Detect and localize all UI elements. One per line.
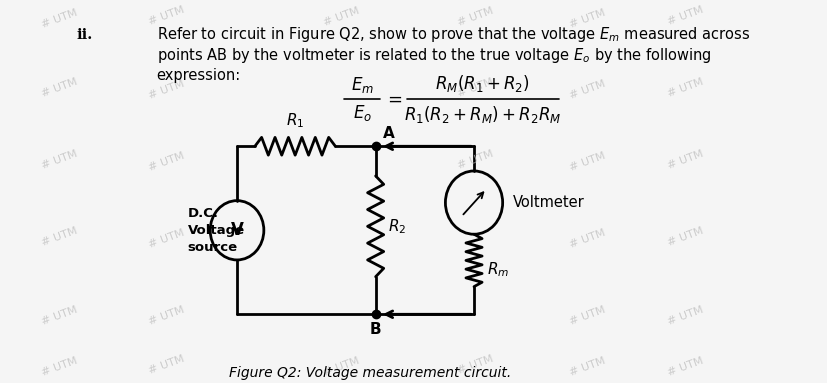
Text: # UTM: # UTM [322,356,360,378]
Text: # UTM: # UTM [456,148,494,170]
Text: # UTM: # UTM [666,148,704,170]
Text: $R_m$: $R_m$ [486,260,508,279]
Text: B: B [370,322,381,337]
Text: D.C.
Voltage
source: D.C. Voltage source [188,207,245,254]
Text: # UTM: # UTM [147,228,186,249]
Text: V: V [230,221,243,239]
Text: points AB by the voltmeter is related to the true voltage $E_o$ by the following: points AB by the voltmeter is related to… [156,46,710,65]
Text: # UTM: # UTM [41,77,79,99]
Text: # UTM: # UTM [456,354,494,376]
Text: # UTM: # UTM [456,77,494,99]
Text: # UTM: # UTM [567,304,605,327]
Text: expression:: expression: [156,68,241,83]
Text: # UTM: # UTM [567,150,605,172]
Text: $R_1(R_2 + R_M) + R_2R_M$: $R_1(R_2 + R_M) + R_2R_M$ [404,104,561,125]
Text: ii.: ii. [77,28,93,42]
Text: # UTM: # UTM [41,148,79,170]
Text: # UTM: # UTM [41,8,79,30]
Text: # UTM: # UTM [456,6,494,28]
Text: # UTM: # UTM [41,304,79,327]
Text: $R_1$: $R_1$ [285,112,304,131]
Text: # UTM: # UTM [666,304,704,327]
Text: # UTM: # UTM [666,77,704,99]
Text: $E_m$: $E_m$ [351,75,373,95]
Text: # UTM: # UTM [567,228,605,249]
Text: # UTM: # UTM [567,8,605,30]
Text: # UTM: # UTM [147,304,186,327]
Text: # UTM: # UTM [147,79,186,101]
Text: # UTM: # UTM [567,79,605,101]
Text: Voltmeter: Voltmeter [512,195,584,210]
Text: A: A [382,126,394,141]
Text: # UTM: # UTM [322,6,360,28]
Text: # UTM: # UTM [147,150,186,172]
Text: # UTM: # UTM [666,356,704,378]
Text: # UTM: # UTM [666,5,704,27]
Text: Figure Q2: Voltage measurement circuit.: Figure Q2: Voltage measurement circuit. [229,366,511,380]
Text: # UTM: # UTM [666,225,704,247]
Text: $E_o$: $E_o$ [352,103,371,123]
Text: # UTM: # UTM [147,5,186,27]
Text: # UTM: # UTM [567,356,605,378]
Text: # UTM: # UTM [147,354,186,376]
Text: $R_2$: $R_2$ [388,217,406,236]
Text: Refer to circuit in Figure Q2, show to prove that the voltage $E_m$ measured acr: Refer to circuit in Figure Q2, show to p… [156,25,749,44]
Text: $=$: $=$ [384,90,403,108]
Text: # UTM: # UTM [41,356,79,378]
Text: $R_M(R_1 + R_2)$: $R_M(R_1 + R_2)$ [435,73,530,94]
Text: # UTM: # UTM [41,225,79,247]
